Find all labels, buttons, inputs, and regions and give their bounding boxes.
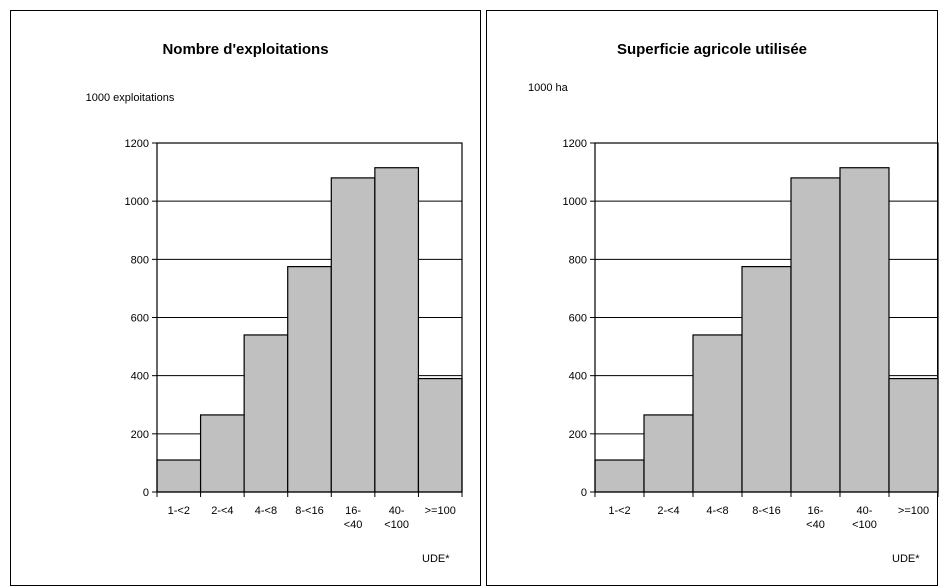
bar-right bbox=[888, 377, 939, 493]
y-tick-label-left: 200 bbox=[131, 429, 149, 441]
x-tick-label-left: 8-<16 bbox=[295, 505, 323, 517]
bar-left bbox=[243, 334, 289, 493]
x-tick-label-left: 16-<40 bbox=[344, 505, 363, 531]
bar-left bbox=[417, 377, 463, 493]
y-tick-label-right: 1000 bbox=[563, 196, 587, 208]
bar-right bbox=[839, 167, 890, 493]
x-tick-label-right: 8-<16 bbox=[752, 505, 780, 517]
bar-left bbox=[330, 177, 376, 493]
y-tick-label-right: 0 bbox=[581, 487, 587, 499]
plot-frame-right bbox=[594, 142, 939, 493]
y-tick-label-left: 1000 bbox=[125, 196, 149, 208]
chart-title-left: Nombre d'exploitations bbox=[162, 41, 329, 58]
x-axis-label-left: UDE* bbox=[422, 553, 450, 565]
bar-right bbox=[594, 459, 645, 493]
bar-right bbox=[643, 414, 694, 493]
bar-left bbox=[199, 414, 245, 493]
y-tick-label-left: 0 bbox=[143, 487, 149, 499]
x-tick-label-left: 2-<4 bbox=[211, 505, 233, 517]
y-tick-label-left: 1200 bbox=[125, 138, 149, 150]
x-tick-label-left: >=100 bbox=[425, 505, 456, 517]
y-tick-label-left: 800 bbox=[131, 254, 149, 266]
y-tick-label-right: 400 bbox=[569, 371, 587, 383]
y-axis-label-left: 1000 exploitations bbox=[85, 92, 175, 104]
y-tick-label-right: 200 bbox=[569, 429, 587, 441]
chart-title-right: Superficie agricole utilisée bbox=[616, 41, 808, 58]
x-tick-label-right: 40-<100 bbox=[852, 505, 877, 531]
x-tick-label-right: >=100 bbox=[898, 505, 929, 517]
x-tick-label-right: 4-<8 bbox=[706, 505, 728, 517]
y-axis-label-right: 1000 ha bbox=[528, 82, 568, 94]
y-tick-label-right: 800 bbox=[569, 254, 587, 266]
x-tick-label-left: 4-<8 bbox=[255, 505, 277, 517]
bar-left bbox=[156, 459, 202, 493]
bar-right bbox=[741, 266, 792, 493]
y-tick-label-right: 1200 bbox=[563, 138, 587, 150]
x-tick-label-left: 40-<100 bbox=[384, 505, 409, 531]
y-tick-label-left: 600 bbox=[131, 313, 149, 325]
bar-right bbox=[692, 334, 743, 493]
y-tick-label-left: 400 bbox=[131, 371, 149, 383]
bar-left bbox=[374, 167, 420, 493]
bar-left bbox=[287, 266, 332, 493]
x-tick-label-right: 2-<4 bbox=[657, 505, 679, 517]
y-tick-label-right: 600 bbox=[569, 313, 587, 325]
x-tick-label-right: 16-<40 bbox=[806, 505, 825, 531]
x-axis-label-right: UDE* bbox=[892, 553, 920, 565]
x-tick-label-left: 1-<2 bbox=[168, 505, 190, 517]
bar-right bbox=[790, 177, 841, 493]
plot-frame-left bbox=[156, 142, 463, 493]
x-tick-label-right: 1-<2 bbox=[608, 505, 630, 517]
